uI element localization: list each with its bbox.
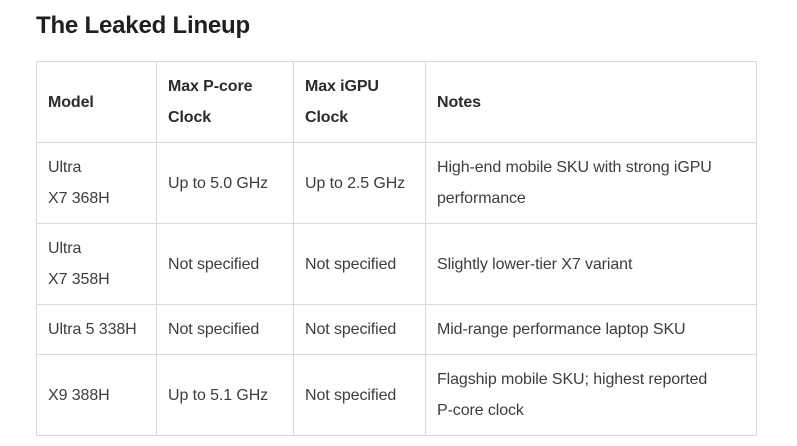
table-row: Ultra 5 338H Not specified Not specified… [36, 304, 757, 355]
cell-model: X9 388H [36, 354, 157, 436]
table-row: Ultra X7 358H Not specified Not specifie… [36, 223, 757, 305]
cell-pcore-clock: Not specified [156, 304, 294, 355]
column-header-model: Model [36, 61, 157, 143]
cell-igpu-clock: Not specified [293, 223, 426, 305]
cell-igpu-clock: Not specified [293, 354, 426, 436]
header-row: Model Max P-core Clock Max iGPU Clock No… [36, 61, 757, 143]
cell-notes: Slightly lower-tier X7 variant [425, 223, 757, 305]
table-row: X9 388H Up to 5.1 GHz Not specified Flag… [36, 354, 757, 436]
cell-pcore-clock: Up to 5.0 GHz [156, 142, 294, 224]
lineup-table: Model Max P-core Clock Max iGPU Clock No… [36, 61, 757, 436]
cell-igpu-clock: Up to 2.5 GHz [293, 142, 426, 224]
table-header: Model Max P-core Clock Max iGPU Clock No… [36, 61, 757, 143]
cell-model: Ultra 5 338H [36, 304, 157, 355]
column-header-notes: Notes [425, 61, 757, 143]
cell-model: Ultra X7 358H [36, 223, 157, 305]
table-body: Ultra X7 368H Up to 5.0 GHz Up to 2.5 GH… [36, 142, 757, 436]
cell-pcore-clock: Not specified [156, 223, 294, 305]
cell-notes: Flagship mobile SKU; highest reported P-… [425, 354, 757, 436]
page: The Leaked Lineup Model Max P-core Clock… [36, 12, 757, 436]
column-header-pcore-clock: Max P-core Clock [156, 61, 294, 143]
table-row: Ultra X7 368H Up to 5.0 GHz Up to 2.5 GH… [36, 142, 757, 224]
cell-pcore-clock: Up to 5.1 GHz [156, 354, 294, 436]
column-header-igpu-clock: Max iGPU Clock [293, 61, 426, 143]
cell-model: Ultra X7 368H [36, 142, 157, 224]
cell-notes: High-end mobile SKU with strong iGPU per… [425, 142, 757, 224]
cell-notes: Mid-range performance laptop SKU [425, 304, 757, 355]
cell-igpu-clock: Not specified [293, 304, 426, 355]
page-title: The Leaked Lineup [36, 12, 250, 39]
